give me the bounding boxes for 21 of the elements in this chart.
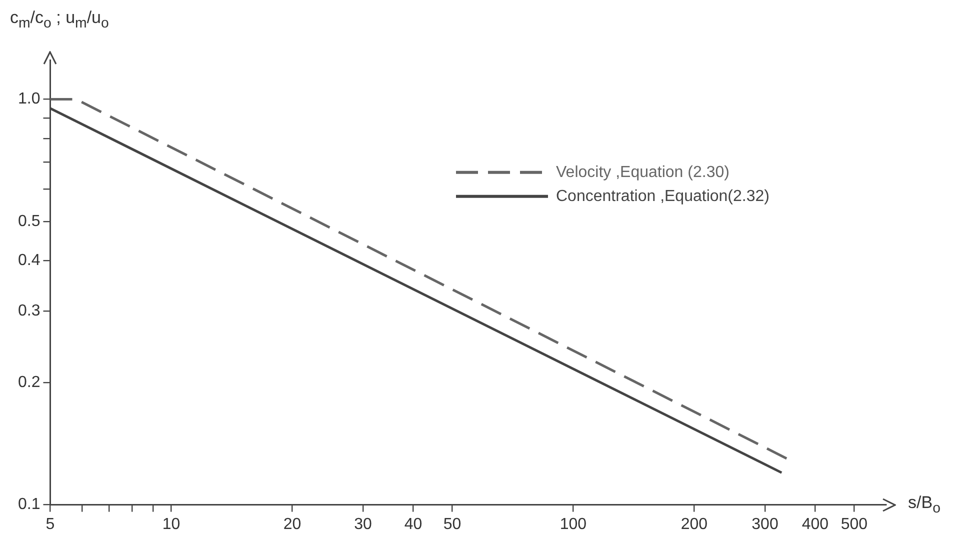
x-tick-label: 5	[46, 516, 55, 533]
x-tick-label: 20	[283, 516, 302, 533]
x-tick-label: 50	[443, 516, 462, 533]
y-tick-label: 0.1	[18, 496, 40, 514]
x-tick-label: 100	[560, 516, 587, 533]
x-tick-label: 400	[802, 516, 829, 533]
x-tick-label: 30	[354, 516, 372, 533]
y-tick-label: 0.5	[18, 212, 40, 230]
x-axis-title: s/B$_{o}$	[908, 492, 940, 516]
text: Velocity ,Equation (2.30)	[556, 164, 730, 181]
x-tick-label: 40	[404, 516, 422, 533]
y-axis-title: c$_{m}$/c$_{o}$ ; u$_{m}$/u$_{o}$	[10, 8, 109, 32]
y-tick-label: 0.4	[18, 252, 40, 270]
text: Concentration ,Equation(2.32)	[556, 188, 770, 205]
x-tick-label: 500	[840, 516, 868, 533]
x-tick-label: 10	[162, 516, 180, 533]
x-tick-label: 200	[680, 516, 708, 533]
y-tick-label: 0.3	[18, 302, 40, 320]
y-tick-label: 1.0	[18, 90, 40, 108]
y-tick-label: 0.2	[18, 374, 40, 392]
x-tick-label: 300	[752, 516, 778, 533]
